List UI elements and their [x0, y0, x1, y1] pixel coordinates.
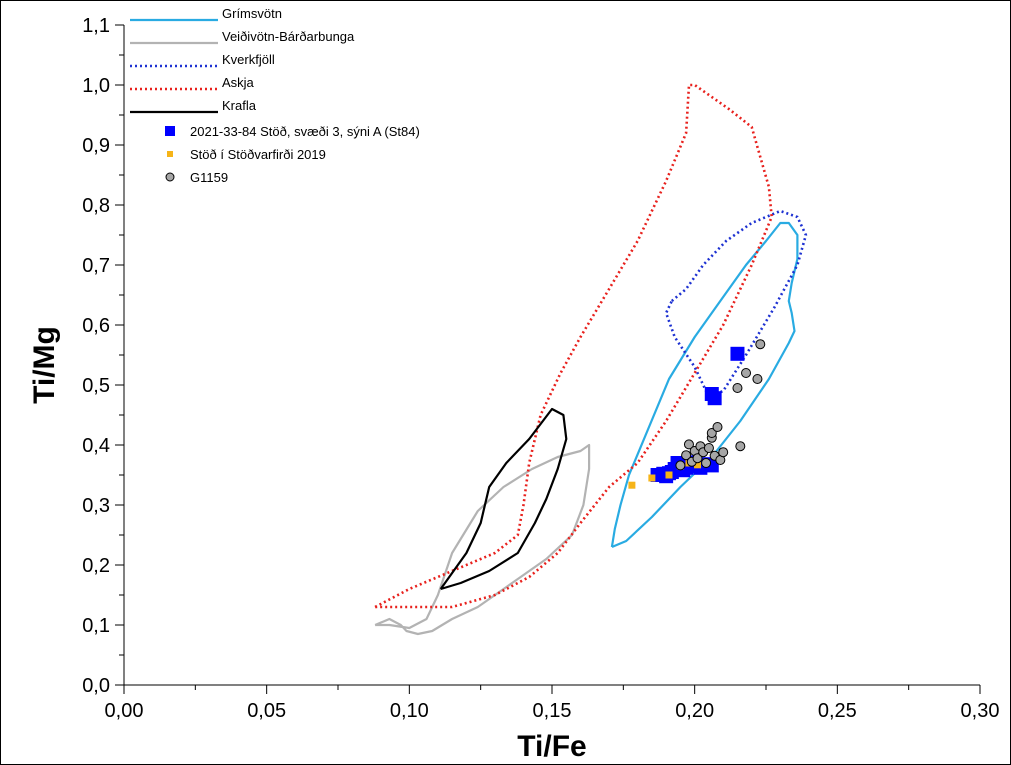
x-tick-label: 0,30 [961, 700, 1000, 722]
y-tick-label: 0,2 [82, 555, 110, 577]
legend-label-field-2: Veiðivötn-Bárðarbunga [222, 29, 355, 44]
x-axis-title: Ti/Fe [517, 730, 586, 763]
y-tick-label: 0,1 [82, 615, 110, 637]
data-point-g1159 [683, 439, 694, 450]
y-tick-label: 0,9 [82, 135, 110, 157]
x-tick-label: 0,25 [818, 700, 857, 722]
x-tick-label: 0,00 [105, 700, 144, 722]
legend-label-series-2: Stöð í Stöðvarfirði 2019 [190, 147, 326, 162]
data-point-stod-2019 [665, 471, 673, 479]
points-layer [628, 339, 766, 489]
legend-label-series-3: G1159 [190, 170, 228, 185]
data-point-st84 [707, 391, 722, 406]
data-point-stod-2019 [648, 474, 656, 482]
x-tick-label: 0,05 [247, 700, 286, 722]
legend-label-field-3: Kverkfjöll [222, 52, 275, 67]
data-point-g1159 [741, 368, 752, 378]
data-point-g1159 [712, 422, 723, 432]
field-outline-2 [374, 443, 591, 636]
data-point-g1159 [752, 374, 763, 384]
legend-label-field-1: Grímsvötn [222, 6, 282, 21]
y-tick-label: 0,7 [82, 255, 110, 277]
field-outline-5 [439, 407, 568, 591]
x-tick-label: 0,20 [675, 700, 714, 722]
y-tick-label: 0,3 [82, 495, 110, 517]
y-tick-label: 0,5 [82, 375, 110, 397]
y-tick-label: 0,4 [82, 435, 110, 457]
data-point-g1159 [732, 383, 743, 393]
y-tick-label: 0,6 [82, 315, 110, 337]
data-point-g1159 [718, 447, 729, 458]
y-tick-label: 1,1 [82, 15, 110, 37]
data-point-g1159 [735, 441, 746, 452]
legend-label-series-1: 2021-33-84 Stöð, svæði 3, sýni A (St84) [190, 124, 420, 139]
x-tick-label: 0,15 [533, 700, 572, 722]
legend-swatch-series-2 [167, 151, 173, 157]
data-point-st84 [730, 346, 745, 361]
fields-layer [374, 83, 808, 636]
data-point-g1159 [692, 453, 703, 464]
legend-swatch-series-3 [165, 172, 175, 182]
legend-label-field-5: Krafla [222, 98, 257, 113]
y-tick-label: 1,0 [82, 75, 110, 97]
legend-label-field-4: Askja [222, 75, 255, 90]
x-tick-label: 0,10 [390, 700, 429, 722]
field-outline-3 [664, 209, 808, 399]
data-point-g1159 [701, 458, 712, 468]
y-tick-label: 0,0 [82, 675, 110, 697]
data-point-g1159 [681, 450, 692, 461]
data-point-g1159 [706, 428, 717, 438]
data-point-g1159 [703, 443, 714, 453]
axes-layer: 0,00 0,05 0,10 0,15 0,20 0,25 0,30 0,0 0,1 0,2 0,3… [82, 15, 999, 722]
y-tick-label: 0,8 [82, 195, 110, 217]
field-outline-1 [610, 221, 799, 549]
data-point-g1159 [675, 460, 686, 471]
data-point-g1159 [755, 339, 766, 350]
data-point-stod-2019 [694, 461, 702, 469]
field-outline-4 [374, 83, 773, 609]
legend-swatch-series-1 [165, 126, 175, 136]
data-point-stod-2019 [628, 481, 636, 489]
legend: Grímsvötn Veiðivötn-Bárðarbunga Kverkfjöll… [130, 6, 420, 185]
y-axis-title: Ti/Mg [28, 326, 61, 404]
